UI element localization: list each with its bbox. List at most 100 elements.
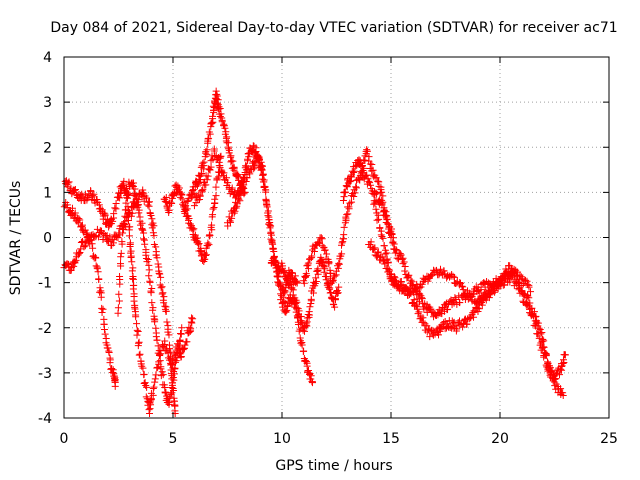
data-point <box>341 188 349 196</box>
data-point <box>118 240 126 248</box>
data-point <box>374 248 382 256</box>
data-point <box>145 272 153 280</box>
data-point <box>551 382 559 390</box>
data-point <box>131 185 139 193</box>
data-point <box>125 226 133 234</box>
data-point <box>345 205 353 213</box>
data-point <box>222 128 230 136</box>
data-point <box>384 258 392 266</box>
data-point <box>114 193 122 201</box>
data-point <box>148 284 156 292</box>
data-point <box>178 324 186 332</box>
data-point <box>329 276 337 284</box>
y-tick-label: 4 <box>43 50 52 66</box>
chart-title: Day 084 of 2021, Sidereal Day-to-day VTE… <box>50 20 617 36</box>
data-point <box>134 342 142 350</box>
data-point <box>78 238 86 246</box>
data-point <box>157 273 165 281</box>
data-point <box>343 182 351 190</box>
data-point <box>238 185 246 193</box>
y-tick-label: 1 <box>43 185 52 201</box>
data-point <box>202 251 210 259</box>
data-point <box>320 268 328 276</box>
data-point <box>223 174 231 182</box>
data-point <box>167 390 175 398</box>
data-point <box>68 210 76 218</box>
data-point <box>203 176 211 184</box>
data-point <box>287 269 295 277</box>
data-point <box>87 187 95 195</box>
data-point <box>352 183 360 191</box>
data-point <box>165 206 173 214</box>
data-point <box>143 383 151 391</box>
data-point <box>262 200 270 208</box>
data-point <box>211 195 219 203</box>
data-point <box>132 313 140 321</box>
data-point <box>538 329 546 337</box>
data-point <box>350 167 358 175</box>
data-point <box>279 303 287 311</box>
data-point <box>199 186 207 194</box>
data-point <box>407 287 415 295</box>
data-point <box>183 205 191 213</box>
data-point <box>96 288 104 296</box>
data-point <box>117 249 125 257</box>
y-tick-label: 3 <box>43 95 52 111</box>
data-point <box>307 295 315 303</box>
data-point <box>535 324 543 332</box>
data-point <box>258 165 266 173</box>
data-point <box>371 199 379 207</box>
data-point <box>75 249 83 257</box>
data-point <box>375 215 383 223</box>
data-point <box>116 272 124 280</box>
data-point <box>125 232 133 240</box>
data-point <box>140 235 148 243</box>
data-point <box>145 266 153 274</box>
x-tick-label: 25 <box>600 431 618 447</box>
data-point <box>122 214 130 222</box>
data-point <box>535 334 543 342</box>
data-point <box>431 267 439 275</box>
data-point <box>129 264 137 272</box>
data-point <box>543 363 551 371</box>
data-point <box>456 299 464 307</box>
data-point <box>159 371 167 379</box>
data-point <box>494 285 502 293</box>
data-point <box>458 282 466 290</box>
data-point <box>434 311 442 319</box>
data-point <box>209 115 217 123</box>
y-tick-label: -2 <box>38 321 52 337</box>
data-point <box>154 260 162 268</box>
data-point <box>193 180 201 188</box>
data-point <box>205 241 213 249</box>
data-point <box>168 381 176 389</box>
data-point <box>279 262 287 270</box>
y-tick-label: -4 <box>38 411 52 427</box>
data-point <box>121 212 129 220</box>
data-point <box>166 345 174 353</box>
data-point <box>100 326 108 334</box>
data-point <box>190 225 198 233</box>
data-point <box>560 359 568 367</box>
data-point <box>548 371 556 379</box>
data-point <box>352 184 360 192</box>
data-point <box>157 365 165 373</box>
data-point <box>372 189 380 197</box>
data-point <box>89 244 97 252</box>
data-point <box>167 199 175 207</box>
data-point <box>427 272 435 280</box>
axis-ticks <box>63 56 610 419</box>
data-point <box>380 242 388 250</box>
data-point <box>120 177 128 185</box>
data-point <box>373 190 381 198</box>
data-point <box>150 383 158 391</box>
y-tick-label: 2 <box>43 140 52 156</box>
data-point <box>537 339 545 347</box>
data-point <box>145 406 153 414</box>
data-point <box>133 331 141 339</box>
data-point <box>142 251 150 259</box>
data-point <box>268 231 276 239</box>
data-point <box>322 273 330 281</box>
data-point <box>309 378 317 386</box>
